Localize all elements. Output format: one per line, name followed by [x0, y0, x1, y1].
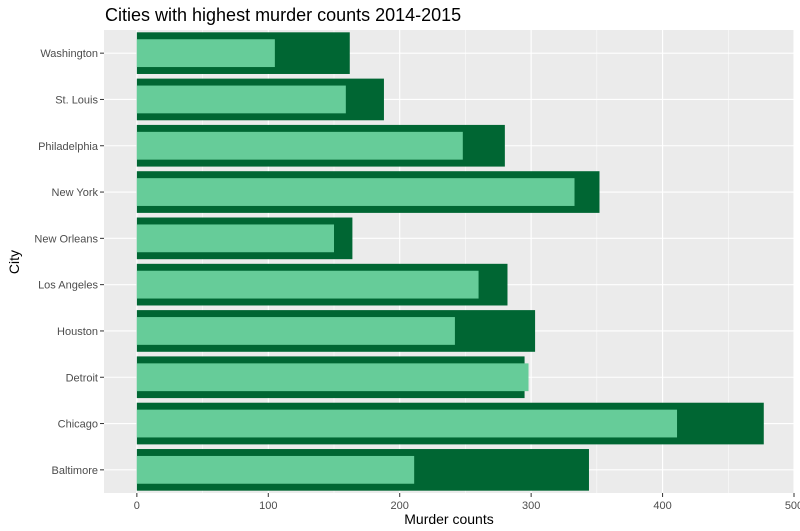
- x-axis-title: Murder counts: [404, 511, 493, 527]
- y-axis: Baltimore Chicago Detroit Houston Los Angele…: [34, 48, 104, 477]
- x-tick-label: 300: [522, 500, 540, 512]
- x-tick-label: 0: [134, 500, 140, 512]
- bar-inner-detroit: [136, 363, 529, 392]
- x-tick-label: 400: [653, 500, 671, 512]
- y-tick-label: Houston: [57, 326, 98, 338]
- y-tick-label: Philadelphia: [38, 141, 99, 153]
- bar-inner-washington: [136, 39, 275, 68]
- y-tick-label: St. Louis: [55, 94, 98, 106]
- bar-inner-baltimore: [136, 455, 415, 484]
- y-tick-label: Washington: [40, 48, 98, 60]
- bar-inner-st-louis: [136, 85, 346, 114]
- x-tick-label: 100: [259, 500, 277, 512]
- chart-title: Cities with highest murder counts 2014-2…: [105, 5, 461, 25]
- y-tick-label: Chicago: [58, 419, 98, 431]
- x-axis: 0 100 200 300 400 500: [134, 493, 800, 512]
- bar-inner-los-angeles: [136, 270, 479, 299]
- y-tick-label: Detroit: [66, 372, 98, 384]
- y-tick-label: New York: [52, 187, 99, 199]
- y-tick-label: New Orleans: [34, 233, 98, 245]
- x-tick-label: 200: [391, 500, 409, 512]
- bar-inner-new-orleans: [136, 224, 334, 253]
- y-tick-label: Baltimore: [52, 465, 98, 477]
- x-tick-label: 500: [785, 500, 800, 512]
- bar-inner-philadelphia: [136, 131, 463, 160]
- bar-inner-houston: [136, 317, 455, 345]
- bar-inner-chicago: [136, 409, 678, 438]
- y-axis-title: City: [6, 250, 22, 274]
- y-tick-label: Los Angeles: [38, 280, 98, 292]
- bar-inner-new-york: [136, 178, 575, 206]
- bars: [136, 32, 764, 491]
